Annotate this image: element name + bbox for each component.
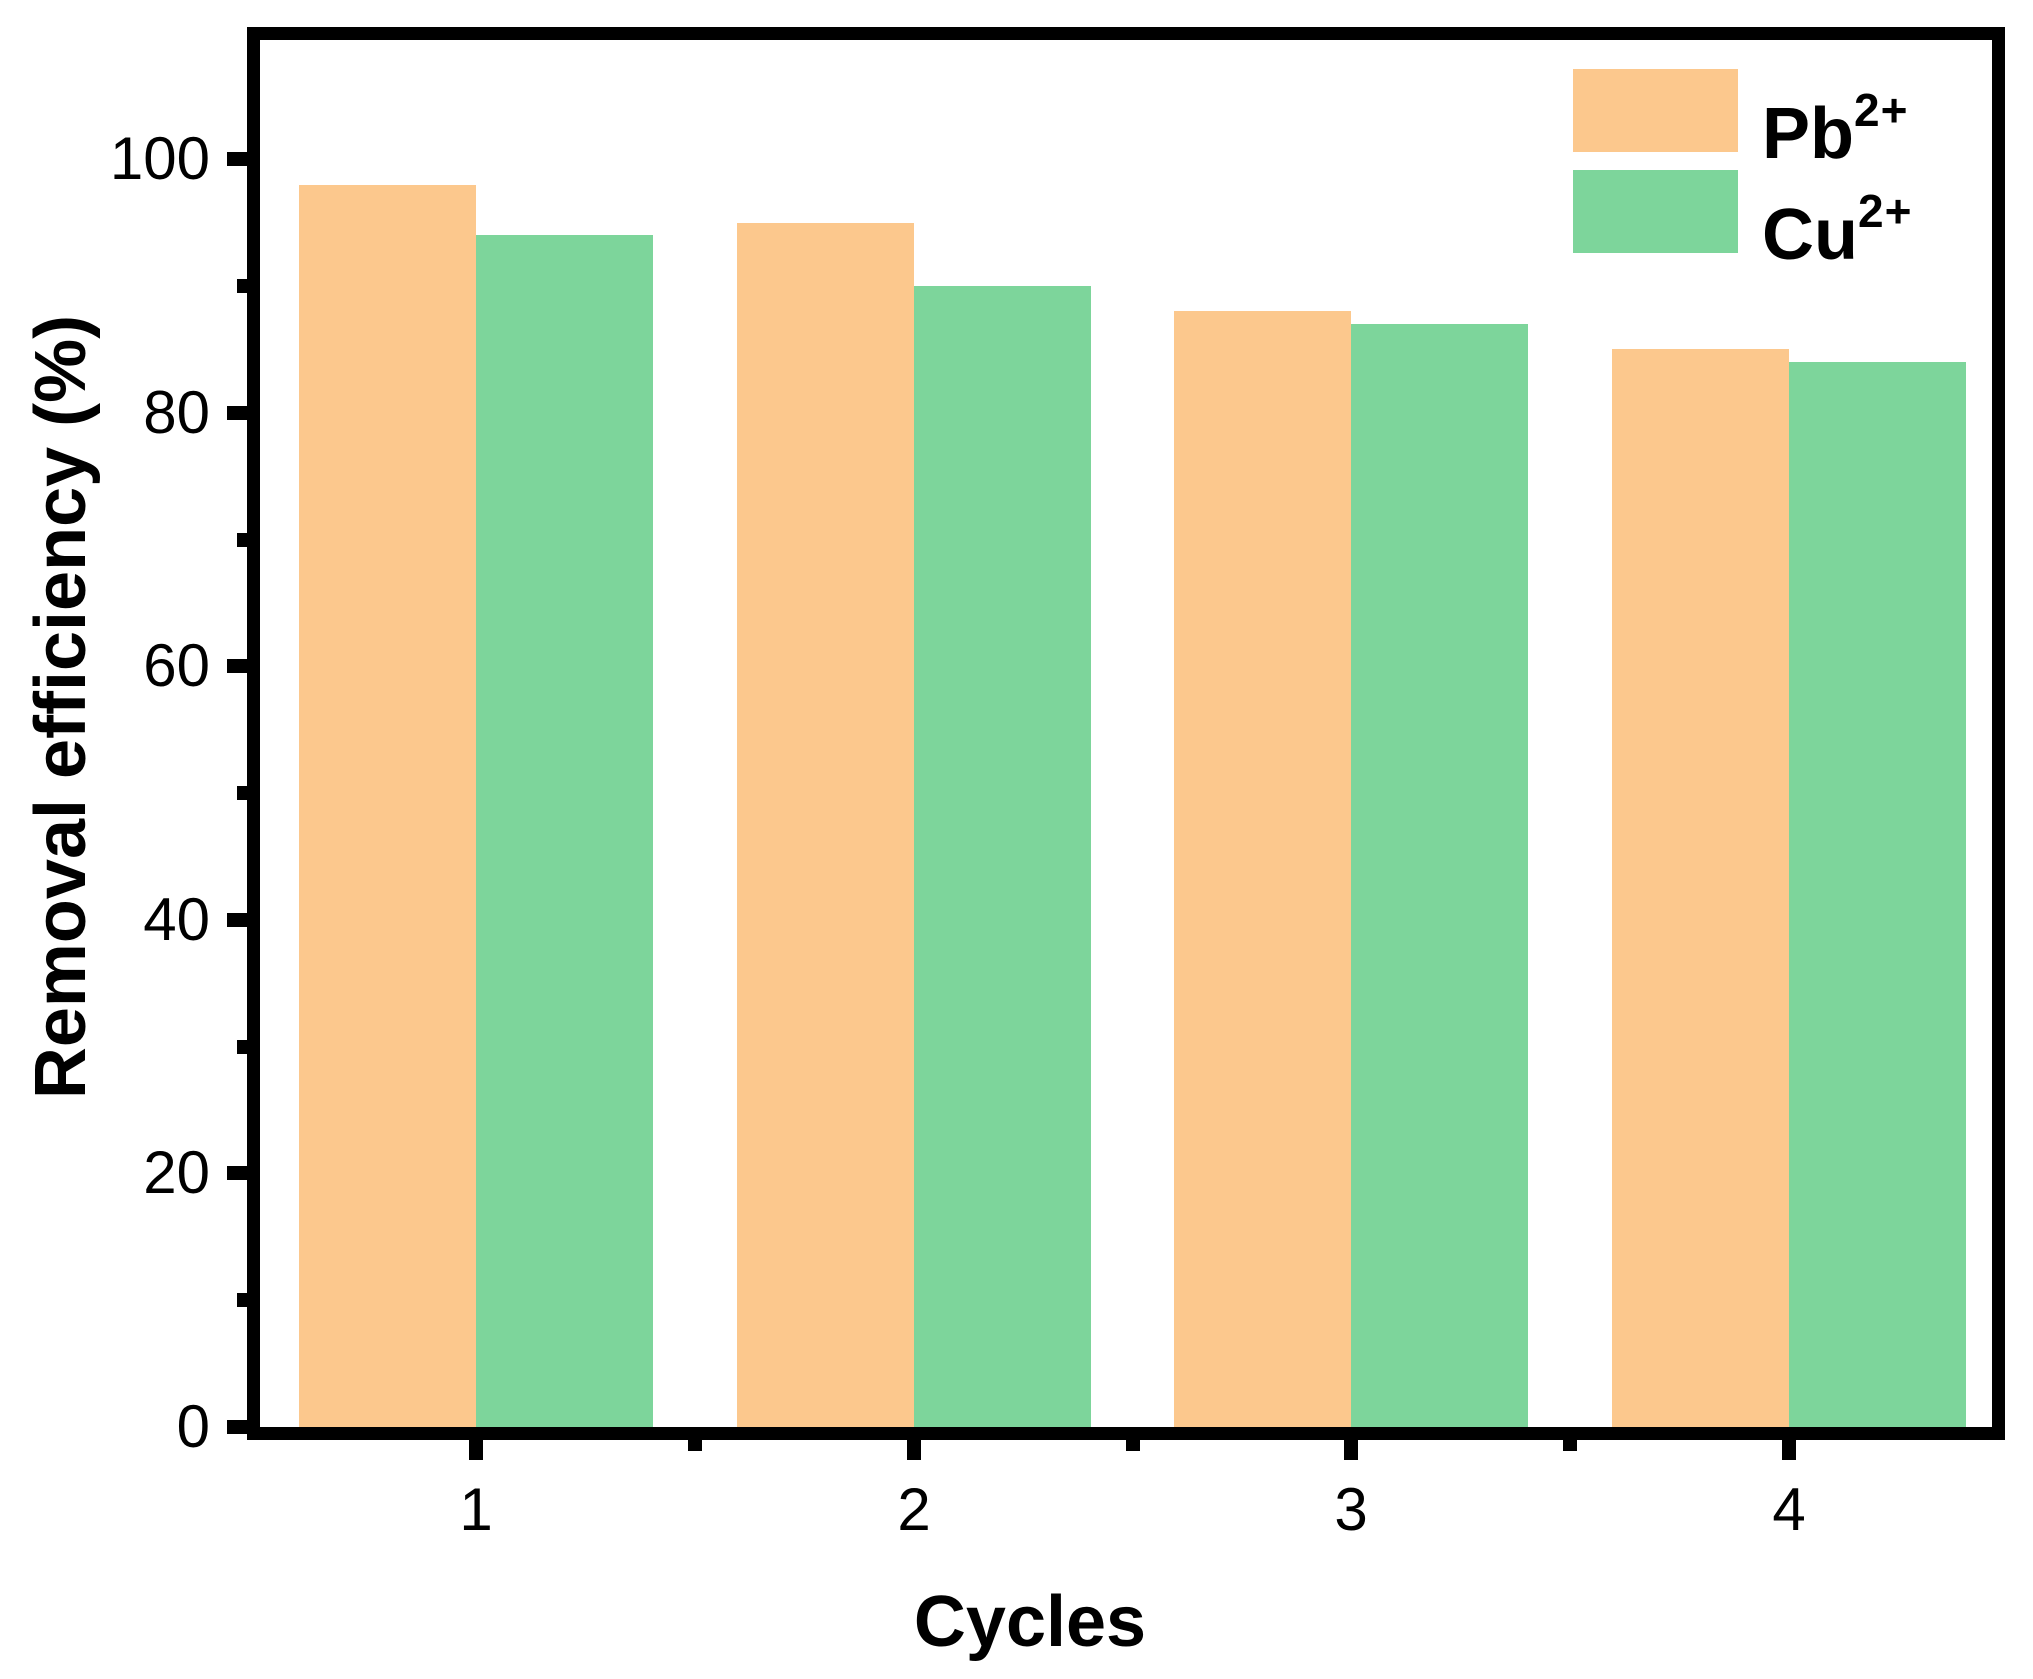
bar-pb2-cycle-1 bbox=[299, 184, 476, 1427]
bar-pb2-cycle-4 bbox=[1612, 349, 1789, 1427]
legend-label-base-cu2: Cu bbox=[1762, 195, 1858, 275]
y-major-tick-60 bbox=[227, 659, 247, 674]
y-tick-label-80: 80 bbox=[143, 378, 210, 446]
y-major-tick-0 bbox=[227, 1420, 247, 1434]
legend-label-base-pb2: Pb bbox=[1762, 94, 1855, 174]
y-tick-label-40: 40 bbox=[143, 885, 210, 953]
y-tick-label-0: 0 bbox=[176, 1393, 210, 1460]
bar-cu2-cycle-2 bbox=[914, 285, 1091, 1427]
y-major-tick-40 bbox=[227, 912, 247, 927]
x-minor-tick-3.5 bbox=[1563, 1440, 1577, 1451]
y-minor-tick-10 bbox=[237, 1293, 247, 1308]
legend-swatch-pb2 bbox=[1573, 69, 1738, 152]
x-tick-label-4: 4 bbox=[1772, 1476, 1806, 1543]
y-minor-tick-50 bbox=[237, 786, 247, 801]
y-tick-label-60: 60 bbox=[143, 632, 210, 700]
legend-swatch-cu2 bbox=[1573, 170, 1738, 253]
x-tick-label-2: 2 bbox=[897, 1476, 931, 1543]
y-tick-label-20: 20 bbox=[143, 1139, 210, 1207]
y-axis-title: Removal efficiency (%) bbox=[21, 314, 101, 1100]
legend-label-superscript-cu2: 2+ bbox=[1857, 185, 1913, 237]
y-major-tick-80 bbox=[227, 405, 247, 420]
x-tick-label-1: 1 bbox=[459, 1476, 493, 1543]
legend-label-pb2: Pb2+ bbox=[1762, 69, 1908, 176]
legend-label-superscript-pb2: 2+ bbox=[1854, 84, 1909, 136]
x-minor-tick-2.5 bbox=[1126, 1440, 1140, 1451]
bar-cu2-cycle-3 bbox=[1351, 323, 1528, 1427]
x-axis-title: Cycles bbox=[913, 1582, 1147, 1662]
y-minor-tick-90 bbox=[237, 278, 247, 293]
x-major-tick-3 bbox=[1344, 1440, 1358, 1460]
legend-label-cu2: Cu2+ bbox=[1762, 170, 1912, 277]
x-major-tick-4 bbox=[1782, 1440, 1796, 1460]
y-minor-tick-70 bbox=[237, 532, 247, 547]
y-minor-tick-30 bbox=[237, 1039, 247, 1054]
bar-cu2-cycle-1 bbox=[476, 235, 653, 1427]
y-major-tick-100 bbox=[227, 152, 247, 167]
y-tick-label-100: 100 bbox=[109, 125, 210, 193]
bar-cu2-cycle-4 bbox=[1789, 362, 1966, 1427]
x-tick-label-3: 3 bbox=[1334, 1476, 1368, 1543]
x-major-tick-2 bbox=[907, 1440, 921, 1460]
bar-pb2-cycle-2 bbox=[737, 222, 914, 1427]
bar-pb2-cycle-3 bbox=[1174, 311, 1351, 1427]
y-major-tick-20 bbox=[227, 1166, 247, 1181]
x-major-tick-1 bbox=[469, 1440, 483, 1460]
x-minor-tick-1.5 bbox=[688, 1440, 702, 1451]
